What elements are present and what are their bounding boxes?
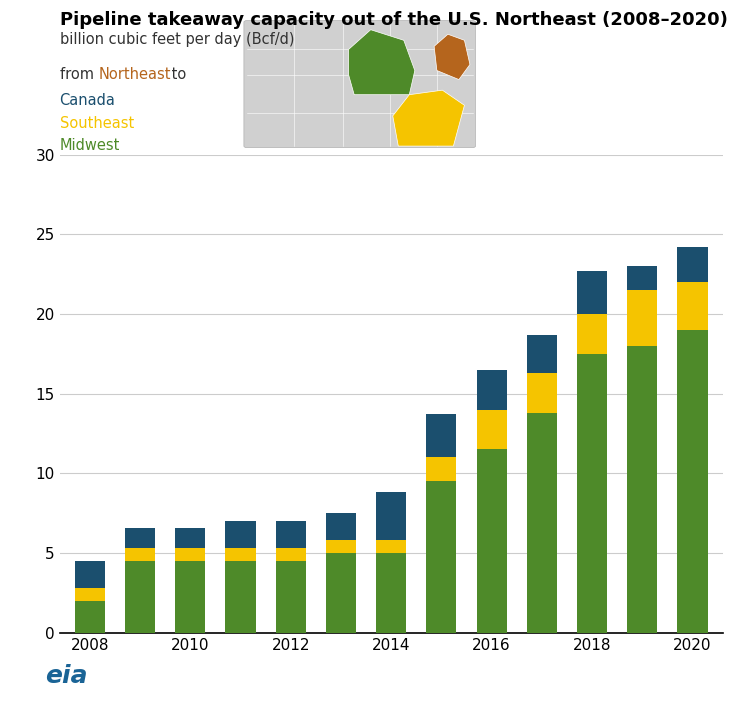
Bar (527, 413, 557, 633)
Bar (326, 553, 356, 633)
Bar (225, 521, 256, 548)
Bar (175, 548, 206, 561)
Bar (627, 266, 657, 290)
Bar (627, 290, 657, 346)
Bar (677, 282, 708, 330)
Bar (74, 601, 105, 633)
Bar (74, 588, 105, 601)
Polygon shape (434, 34, 470, 79)
Bar (74, 561, 105, 588)
Bar (577, 354, 607, 633)
Text: to: to (167, 67, 186, 82)
Bar (426, 482, 457, 633)
Bar (426, 414, 457, 458)
Bar (477, 370, 507, 410)
Bar (125, 561, 155, 633)
Bar (276, 521, 305, 548)
Text: billion cubic feet per day (Bcf/d): billion cubic feet per day (Bcf/d) (60, 32, 294, 46)
Bar (175, 527, 206, 548)
Text: eia: eia (45, 664, 87, 688)
Polygon shape (349, 30, 415, 95)
Bar (326, 541, 356, 553)
Bar (125, 548, 155, 561)
Bar (376, 493, 406, 541)
Text: Canada: Canada (60, 93, 115, 108)
Text: Midwest: Midwest (60, 138, 120, 153)
Bar (326, 513, 356, 541)
Bar (276, 561, 305, 633)
Bar (376, 541, 406, 553)
Text: Pipeline takeaway capacity out of the U.S. Northeast (2008–2020): Pipeline takeaway capacity out of the U.… (60, 11, 727, 29)
FancyBboxPatch shape (244, 20, 475, 148)
Bar (426, 458, 457, 482)
Bar (477, 410, 507, 449)
Text: from: from (60, 67, 98, 82)
Text: Northeast: Northeast (98, 67, 171, 82)
Bar (577, 271, 607, 314)
Bar (125, 527, 155, 548)
Bar (376, 553, 406, 633)
Bar (175, 561, 206, 633)
Bar (225, 548, 256, 561)
Bar (577, 314, 607, 354)
Bar (225, 561, 256, 633)
Bar (527, 373, 557, 413)
Text: Southeast: Southeast (60, 116, 134, 131)
Bar (677, 247, 708, 282)
Bar (477, 449, 507, 633)
Polygon shape (393, 90, 464, 146)
Bar (627, 346, 657, 633)
Bar (677, 330, 708, 633)
Bar (527, 335, 557, 373)
Bar (276, 548, 305, 561)
